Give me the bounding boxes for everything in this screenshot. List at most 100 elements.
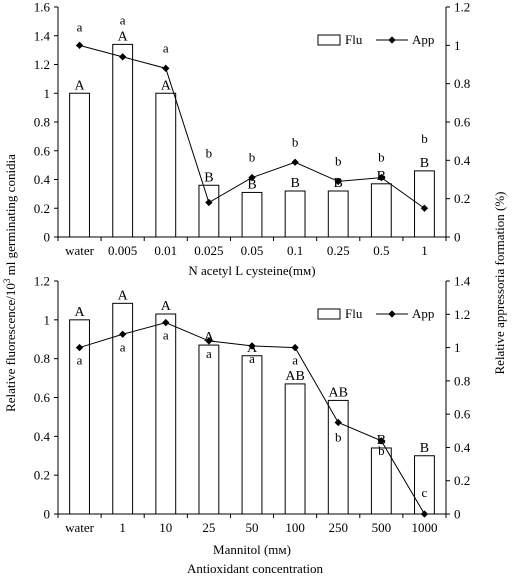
bar xyxy=(327,190,349,238)
y-tick-label-right: 1.2 xyxy=(454,0,470,15)
app-point xyxy=(334,418,342,427)
app-significance-label: a xyxy=(163,40,169,55)
shared-y-axis-label-left: Relative fluorescence/103 ml germinating… xyxy=(2,154,18,412)
y-tick-label-right: 1 xyxy=(454,340,461,355)
x-tick-label: 25 xyxy=(202,520,215,535)
y-tick-label-right: 0 xyxy=(454,230,461,245)
flu-significance-label: A xyxy=(74,305,85,320)
app-point xyxy=(377,437,386,445)
x-tick-label: 250 xyxy=(328,520,348,535)
app-significance-label: b xyxy=(335,429,342,444)
x-tick-label: water xyxy=(65,243,95,258)
flu-significance-label: A xyxy=(118,29,129,44)
x-tick-label: 1 xyxy=(119,520,126,535)
y-tick-label-right: 0.4 xyxy=(454,440,471,455)
legend-label-flu: Flu xyxy=(345,306,363,321)
y-tick-label-right: 0.6 xyxy=(454,115,471,130)
bar xyxy=(327,399,349,515)
x-tick-label: 100 xyxy=(285,520,305,535)
flu-significance-label: B xyxy=(377,169,386,184)
flu-significance-label: AB xyxy=(285,369,304,384)
bar xyxy=(241,355,263,515)
y-tick-label-left: 1.2 xyxy=(34,57,50,72)
app-point xyxy=(248,342,256,350)
legend-bar-swatch xyxy=(317,308,341,320)
x-tick-label: 500 xyxy=(372,520,392,535)
app-point xyxy=(75,343,84,352)
app-significance-label: a xyxy=(120,339,126,354)
legend-label-app: App xyxy=(412,306,434,321)
app-significance-label: b xyxy=(206,145,213,160)
bar xyxy=(112,302,134,515)
bar xyxy=(155,313,177,515)
y-tick-label-right: 1 xyxy=(454,38,461,53)
legend-marker xyxy=(388,36,396,44)
app-significance-label: c xyxy=(422,485,428,500)
bar xyxy=(284,383,306,515)
chart-panel-nac: 0 0.2 0.4 0.6 0.8 1 1.2 1.4 1.6 0 0.2 0.4 0.6 0.8 1 1.2… xyxy=(34,0,471,278)
bar xyxy=(370,183,392,238)
x-tick-label: 50 xyxy=(246,520,259,535)
app-significance-label: b xyxy=(378,150,385,165)
app-significance-label: a xyxy=(77,353,83,368)
x-axis-label: Mannitol (mм) xyxy=(213,542,291,557)
app-point xyxy=(291,158,299,166)
shared-x-axis-label: Antioxidant concentration xyxy=(187,561,324,576)
x-tick-label: 0.1 xyxy=(287,243,303,258)
flu-significance-label: A xyxy=(204,330,215,345)
x-tick-label: 1 xyxy=(421,243,428,258)
y-tick-label-left: 0.4 xyxy=(34,172,51,187)
bar xyxy=(69,319,90,515)
app-point xyxy=(162,64,170,73)
y-tick-label-left: 1 xyxy=(44,312,51,327)
flu-significance-label: B xyxy=(377,433,386,448)
y-tick-label-right: 0 xyxy=(454,507,461,522)
shared-y-axis-label-right: Relative appressoria formation (%) xyxy=(492,191,507,374)
app-point xyxy=(75,41,84,50)
app-significance-label: a xyxy=(292,353,298,368)
app-point xyxy=(420,510,429,518)
y-tick-label-left: 0.4 xyxy=(34,429,51,444)
app-point xyxy=(291,343,299,352)
y-tick-label-right: 0.8 xyxy=(454,76,470,91)
flu-significance-label: A xyxy=(161,299,172,314)
flu-significance-label: A xyxy=(118,288,129,303)
y-tick-label-left: 0.2 xyxy=(34,468,50,483)
flu-significance-label: B xyxy=(204,170,213,185)
flu-significance-label: A xyxy=(247,341,258,356)
flu-significance-label: A xyxy=(161,78,172,93)
x-tick-label: water xyxy=(65,520,95,535)
y-tick-label-right: 1.2 xyxy=(454,307,470,322)
app-point xyxy=(162,318,170,327)
legend-marker xyxy=(388,310,396,318)
y-tick-label-left: 0.6 xyxy=(34,143,51,158)
bar xyxy=(284,190,306,238)
x-tick-label: 0.01 xyxy=(154,243,177,258)
x-tick-label: 0.5 xyxy=(373,243,389,258)
x-tick-label: 0.25 xyxy=(327,243,350,258)
y-tick-label-left: 1.2 xyxy=(34,274,50,289)
y-tick-label-right: 0.4 xyxy=(454,153,471,168)
bar xyxy=(69,92,90,238)
app-significance-label: a xyxy=(163,328,169,343)
flu-significance-label: B xyxy=(247,177,256,192)
y-tick-label-right: 0.2 xyxy=(454,191,470,206)
bar xyxy=(112,43,134,238)
bar xyxy=(241,191,263,238)
app-point xyxy=(118,330,127,338)
x-axis-label: N acetyl L cysteine(mм) xyxy=(188,263,315,278)
legend-bar-swatch xyxy=(317,34,341,46)
flu-significance-label: B xyxy=(334,176,343,191)
app-significance-label: a xyxy=(249,351,255,366)
flu-significance-label: B xyxy=(290,176,299,191)
y-tick-label-right: 1.4 xyxy=(454,274,471,289)
app-significance-label: a xyxy=(206,346,212,361)
bar xyxy=(198,184,220,238)
app-point xyxy=(118,53,127,61)
x-tick-label: 10 xyxy=(159,520,172,535)
y-tick-label-left: 0.2 xyxy=(34,201,50,216)
app-point xyxy=(420,204,429,212)
bar xyxy=(198,344,220,515)
x-tick-label: 0.025 xyxy=(194,243,223,258)
